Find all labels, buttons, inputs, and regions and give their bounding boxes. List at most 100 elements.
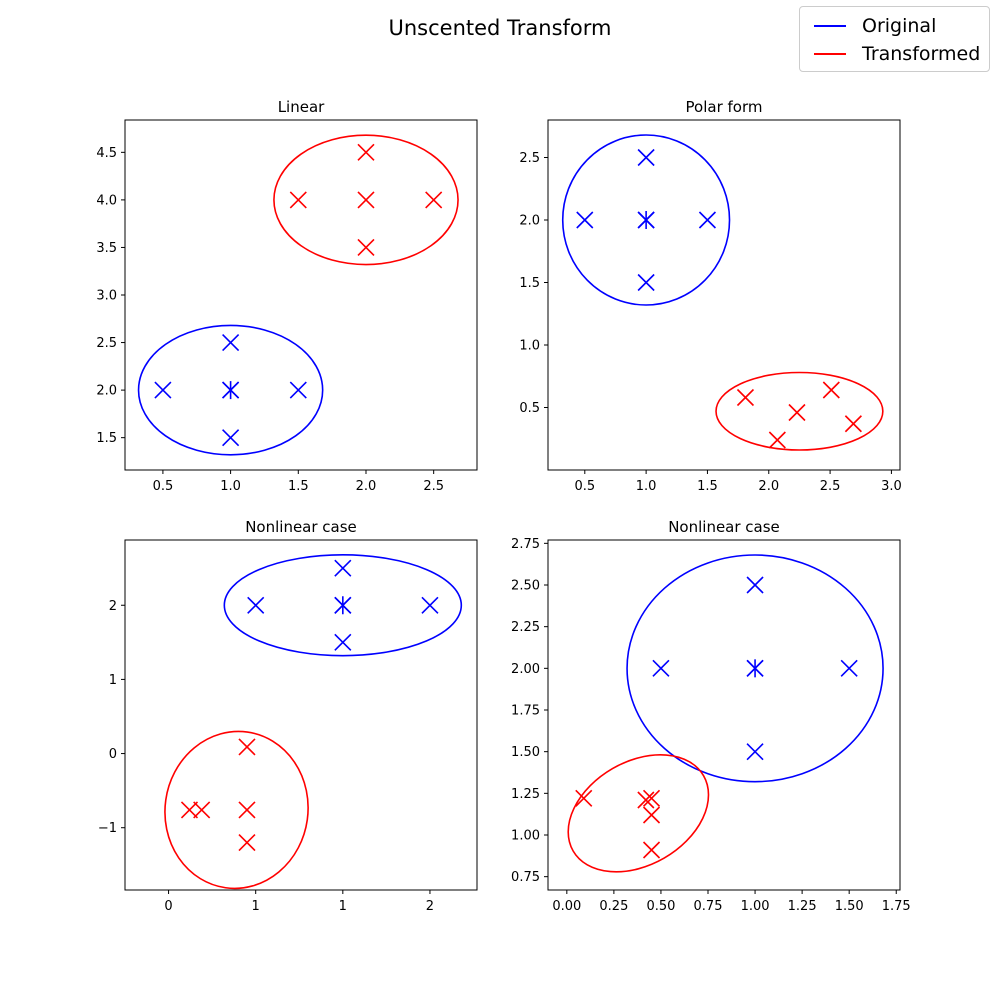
original-sigma-point — [637, 148, 655, 167]
transformed-ellipse — [273, 134, 459, 266]
plot-frame — [547, 539, 901, 891]
transformed-sigma-point — [357, 191, 375, 209]
subplot-3: Nonlinear case 0 1 1 2 −1 0 1 2 — [98, 518, 478, 914]
y-tick-label: 2.0 — [96, 384, 117, 399]
y-tick-label: 1.25 — [511, 787, 540, 802]
subplot-title: Polar form — [686, 98, 763, 116]
x-tick-label: 2.0 — [758, 479, 779, 494]
subplot-title: Nonlinear case — [668, 518, 780, 536]
plot-area — [561, 134, 884, 451]
original-ellipse — [626, 554, 884, 783]
transformed-sigma-point — [788, 403, 806, 422]
transformed-ellipse — [164, 730, 309, 890]
legend-item-original: Original — [800, 13, 936, 39]
transformed-sigma-point — [575, 789, 593, 807]
x-tick-label: 0.75 — [694, 899, 723, 914]
original-sigma-point — [698, 211, 717, 229]
original-sigma-point — [154, 381, 172, 399]
original-sigma-point — [840, 659, 858, 677]
y-tick-label: 2.50 — [511, 579, 540, 594]
x-tick-label: 2.5 — [423, 479, 444, 494]
x-tick-label: 0.5 — [574, 479, 595, 494]
x-tick-label: 1.75 — [882, 899, 911, 914]
y-tick-label: 3.5 — [96, 241, 117, 256]
transformed-sigma-point — [357, 238, 375, 257]
original-sigma-point — [576, 211, 594, 229]
y-tick-label: −1 — [98, 821, 117, 836]
transformed-sigma-point — [642, 841, 661, 859]
legend-line-transformed — [814, 53, 846, 55]
y-tick-label: 0 — [109, 747, 117, 762]
transformed-sigma-point — [238, 738, 256, 756]
legend-line-original — [814, 25, 846, 27]
y-tick-label: 2.0 — [519, 214, 540, 229]
y-tick-label: 1.5 — [96, 431, 117, 446]
x-tick-label: 1 — [252, 899, 260, 914]
y-tick-label: 2.5 — [519, 151, 540, 166]
x-tick-label: 1.5 — [288, 479, 309, 494]
y-tick-label: 2.5 — [96, 336, 117, 351]
legend-label-transformed: Transformed — [862, 43, 981, 65]
original-ellipse — [137, 324, 324, 456]
y-tick-label: 1.5 — [519, 276, 540, 291]
original-sigma-point — [289, 381, 307, 399]
x-tick-label: 1.0 — [636, 479, 657, 494]
subplot-title: Nonlinear case — [245, 518, 357, 536]
x-tick-label: 2.5 — [820, 479, 841, 494]
original-sigma-point — [421, 596, 439, 614]
original-sigma-point — [222, 333, 240, 352]
y-tick-label: 3.0 — [96, 289, 117, 304]
x-tick-label: 0.25 — [599, 899, 628, 914]
legend-label-original: Original — [862, 15, 937, 37]
transformed-sigma-point — [289, 191, 307, 209]
transformed-sigma-point — [425, 191, 443, 209]
original-sigma-point — [334, 559, 352, 577]
legend: Original Transformed — [799, 6, 990, 72]
y-tick-label: 0.75 — [511, 870, 540, 885]
original-sigma-point — [746, 576, 764, 594]
x-tick-label: 1.00 — [741, 899, 770, 914]
plot-area — [567, 554, 884, 873]
original-sigma-point — [222, 429, 240, 447]
transformed-sigma-point — [357, 143, 375, 161]
subplot-4: Nonlinear case 0.00 0.25 0.50 0.75 1.00 1.25 1.… — [511, 518, 911, 914]
y-tick-label: 2.25 — [511, 620, 540, 635]
x-tick-label: 2.0 — [356, 479, 377, 494]
x-tick-label: 3.0 — [881, 479, 902, 494]
transformed-sigma-point — [768, 431, 786, 449]
original-ellipse — [223, 554, 463, 657]
original-sigma-point — [637, 273, 655, 292]
x-tick-label: 0 — [164, 899, 172, 914]
original-sigma-point — [334, 633, 352, 651]
transformed-sigma-point — [238, 801, 256, 819]
transformed-sigma-point — [637, 791, 655, 809]
plot-frame — [124, 539, 478, 891]
transformed-sigma-point — [642, 789, 661, 807]
x-tick-label: 1 — [339, 899, 347, 914]
subplot-title: Linear — [278, 98, 325, 116]
y-tick-label: 4.5 — [96, 146, 117, 161]
plot-frame — [547, 119, 901, 471]
original-ellipse — [561, 134, 731, 306]
subplot-1: Linear 0.5 1.0 1.5 2.0 2.5 1.5 2.0 2.5 3.0 3.5 4.0 4… — [96, 98, 478, 494]
plot-area — [164, 554, 463, 890]
figure-title: Unscented Transform — [388, 16, 612, 40]
y-tick-label: 1 — [109, 673, 117, 688]
original-sigma-point — [746, 743, 764, 761]
plot-frame — [124, 119, 478, 471]
transformed-ellipse — [715, 371, 884, 451]
y-tick-label: 2.00 — [511, 662, 540, 677]
original-sigma-point — [652, 659, 670, 677]
x-tick-label: 1.0 — [220, 479, 241, 494]
x-tick-label: 2 — [426, 899, 434, 914]
legend-item-transformed: Transformed — [800, 41, 980, 67]
plot-area — [137, 134, 459, 456]
x-tick-label: 0.00 — [552, 899, 581, 914]
transformed-ellipse — [567, 754, 710, 873]
y-tick-label: 4.0 — [96, 193, 117, 208]
x-tick-label: 1.50 — [835, 899, 864, 914]
y-tick-label: 1.00 — [511, 829, 540, 844]
y-tick-label: 0.5 — [519, 401, 540, 416]
x-tick-label: 1.5 — [697, 479, 718, 494]
y-tick-label: 1.0 — [519, 339, 540, 354]
